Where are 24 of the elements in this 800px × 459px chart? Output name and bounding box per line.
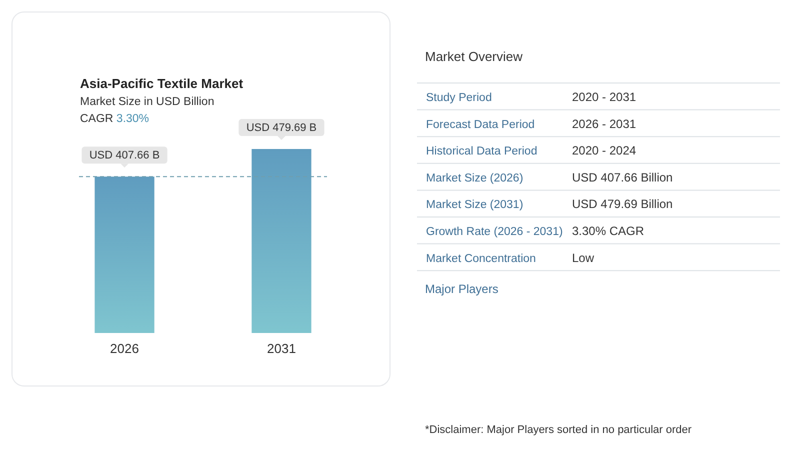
text: Low bbox=[572, 250, 594, 265]
text: 2026 - 2031 bbox=[572, 116, 636, 131]
chart-subtitle: Market Size in USD Billion bbox=[80, 96, 214, 108]
text: Market Overview bbox=[425, 49, 524, 64]
text: Major Players bbox=[425, 282, 498, 296]
text: USD 479.69 Billion bbox=[572, 197, 673, 212]
category-label: Market Size (2026) bbox=[426, 172, 524, 184]
x-tick-label: 2026 bbox=[110, 341, 139, 356]
text: 2020 - 2024 bbox=[572, 144, 636, 158]
text: USD 407.66 Billion bbox=[572, 170, 673, 184]
chart-title: Asia-Pacific Textile Market bbox=[80, 76, 244, 91]
x-tick-label: 2031 bbox=[267, 341, 296, 356]
data-label: USD 479.69 B bbox=[246, 122, 317, 134]
data-label: USD 407.66 B bbox=[89, 150, 160, 162]
category-label: Market Size (2031) bbox=[426, 199, 524, 212]
text: 3.30% CAGR bbox=[572, 224, 644, 238]
text: CAGR 3.30% bbox=[80, 113, 150, 125]
category-label: Historical Data Period bbox=[426, 146, 538, 158]
text: *Disclaimer: Major Players sorted in no particular order bbox=[425, 424, 692, 436]
category-label: Growth Rate (2026 - 2031) bbox=[426, 226, 563, 238]
category-label: Market Concentration bbox=[426, 252, 536, 265]
category-label: Study Period bbox=[426, 92, 492, 104]
category-label: Forecast Data Period bbox=[426, 118, 535, 131]
text: 2020 - 2031 bbox=[572, 90, 636, 104]
